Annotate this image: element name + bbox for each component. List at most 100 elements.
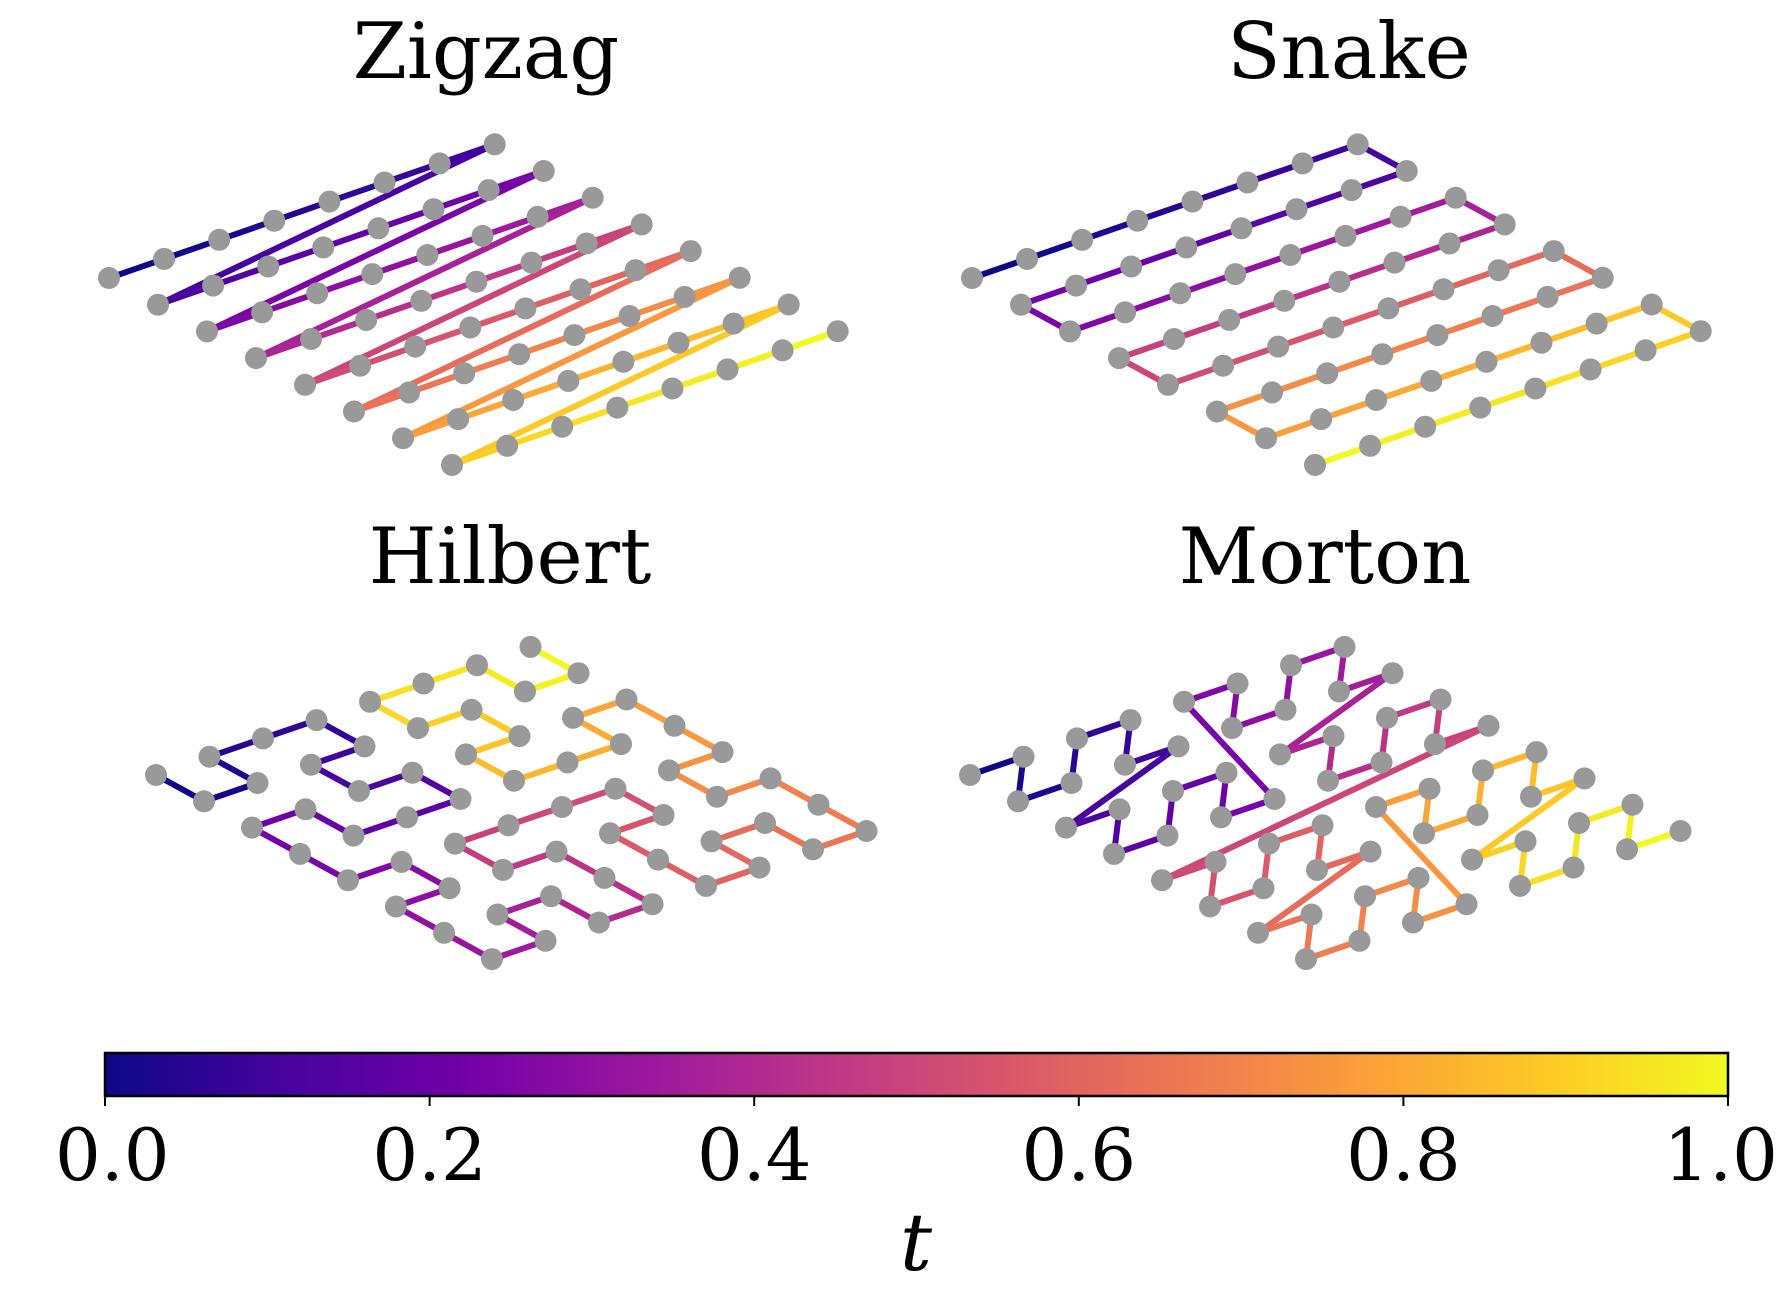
morton-grid-node: [1461, 848, 1483, 871]
snake-grid-node: [1389, 205, 1412, 228]
zigzag-grid-node: [257, 255, 280, 278]
panel-title-snake: Snake: [1227, 7, 1471, 97]
hilbert-grid-node: [610, 733, 632, 756]
snake-grid-node: [1157, 373, 1179, 396]
snake-grid-node: [1579, 358, 1602, 381]
morton-grid-node: [1119, 709, 1142, 732]
morton-grid-node: [1407, 866, 1430, 889]
morton-grid-node: [1370, 751, 1393, 774]
morton-grid-node: [1210, 806, 1232, 829]
snake-grid-node: [1493, 213, 1516, 236]
morton-grid-node: [1376, 706, 1398, 729]
zigzag-grid-node: [343, 400, 365, 423]
morton-grid-node: [1413, 822, 1435, 845]
morton-grid-node: [1621, 793, 1644, 816]
zigzag-grid-node: [153, 247, 176, 270]
morton-path-edge: [1181, 698, 1278, 802]
hilbert-grid-node: [289, 842, 311, 865]
morton-grid-node: [1012, 745, 1035, 768]
morton-grid-node: [1247, 921, 1269, 944]
snake-grid-node: [1328, 270, 1351, 293]
zigzag-grid-node: [306, 282, 329, 305]
morton-grid-node: [1616, 838, 1638, 861]
hilbert-grid-node: [241, 816, 263, 839]
hilbert-grid-node: [198, 745, 221, 768]
morton-grid-node: [1221, 717, 1243, 740]
zigzag-grid-node: [147, 293, 169, 316]
zigzag-grid-node: [557, 369, 580, 392]
zigzag-grid-node: [581, 186, 604, 209]
zigzag-grid-node: [477, 179, 500, 202]
panel-hilbert: Hilbert: [145, 512, 878, 971]
hilbert-grid-node: [294, 798, 317, 821]
hilbert-grid-node: [466, 654, 488, 677]
colorbar-ticks: 0.0 0.2 0.4 0.6 0.8 1.0: [55, 1096, 1778, 1197]
snake-grid-node: [1395, 160, 1418, 182]
zigzag-grid-node: [661, 377, 684, 400]
morton-grid-node: [1418, 777, 1441, 800]
morton-grid-node: [1306, 858, 1328, 881]
zigzag-grid-node: [98, 267, 120, 289]
morton-grid-node: [1525, 741, 1548, 764]
snake-grid-node: [1181, 190, 1204, 213]
morton-grid-node: [1204, 850, 1227, 873]
morton-grid-node: [1060, 772, 1083, 794]
colorbar-axis-label: t: [900, 1196, 933, 1289]
colorbar: 0.0 0.2 0.4 0.6 0.8 1.0 t: [55, 1051, 1778, 1289]
hilbert-grid-node: [556, 751, 579, 774]
morton-grid-node: [1424, 733, 1446, 756]
hilbert-grid-node: [348, 780, 370, 802]
panel-zigzag: Zigzag: [98, 7, 849, 476]
zigzag-grid-node: [514, 297, 537, 320]
morton-grid-node: [1066, 727, 1088, 750]
snake-grid-node: [1542, 240, 1565, 263]
zigzag-grid-node: [392, 427, 414, 450]
morton-grid-node: [1354, 885, 1376, 908]
hilbert-grid-node: [545, 840, 568, 863]
hilbert-grid-node: [396, 806, 418, 829]
snake-grid-node: [1487, 259, 1510, 282]
zigzag-grid-node: [263, 209, 286, 232]
zigzag-grid-node: [624, 259, 647, 282]
snake-path-edges: [969, 141, 1704, 468]
morton-grid-node: [1573, 767, 1596, 790]
hilbert-grid-node: [615, 688, 638, 711]
morton-path-edge: [1469, 775, 1588, 863]
colorbar-gradient-bar: [103, 1051, 1730, 1098]
hilbert-grid-node: [663, 714, 686, 737]
snake-grid-node: [1426, 324, 1449, 347]
zigzag-grid-node: [630, 213, 653, 236]
snake-grid-node: [1273, 289, 1296, 312]
morton-grid-nodes: [959, 635, 1692, 971]
zigzag-grid-node: [294, 373, 316, 396]
snake-grid-node: [1475, 350, 1498, 373]
hilbert-grid-node: [514, 680, 536, 703]
zigzag-grid-node: [312, 236, 335, 259]
zigzag-grid-node: [441, 453, 463, 476]
morton-grid-node: [1514, 830, 1537, 853]
zigzag-grid-node: [318, 190, 341, 213]
hilbert-grid-node: [145, 764, 167, 786]
snake-grid-node: [1016, 247, 1039, 270]
morton-grid-node: [1274, 698, 1297, 721]
zigzag-grid-node: [612, 350, 635, 373]
zigzag-grid-node: [667, 331, 690, 354]
hilbert-grid-node: [305, 709, 328, 732]
zigzag-grid-node: [361, 263, 384, 286]
snake-grid-node: [1322, 316, 1345, 339]
hilbert-grid-node: [599, 822, 621, 845]
morton-grid-node: [1007, 790, 1029, 813]
hilbert-path-edges: [153, 643, 870, 963]
hilbert-grid-node: [706, 785, 728, 808]
hilbert-grid-node: [855, 820, 878, 842]
zigzag-grid-node: [606, 396, 629, 419]
snake-grid-node: [1108, 347, 1130, 370]
snake-grid-node: [1285, 198, 1308, 221]
morton-grid-node: [1669, 820, 1692, 842]
morton-grid-node: [1151, 869, 1173, 892]
zigzag-grid-node: [569, 278, 592, 301]
zigzag-grid-node: [679, 240, 702, 263]
zigzag-grid-node: [826, 320, 849, 343]
morton-grid-node: [1108, 798, 1131, 821]
morton-path-edge: [1063, 743, 1182, 831]
